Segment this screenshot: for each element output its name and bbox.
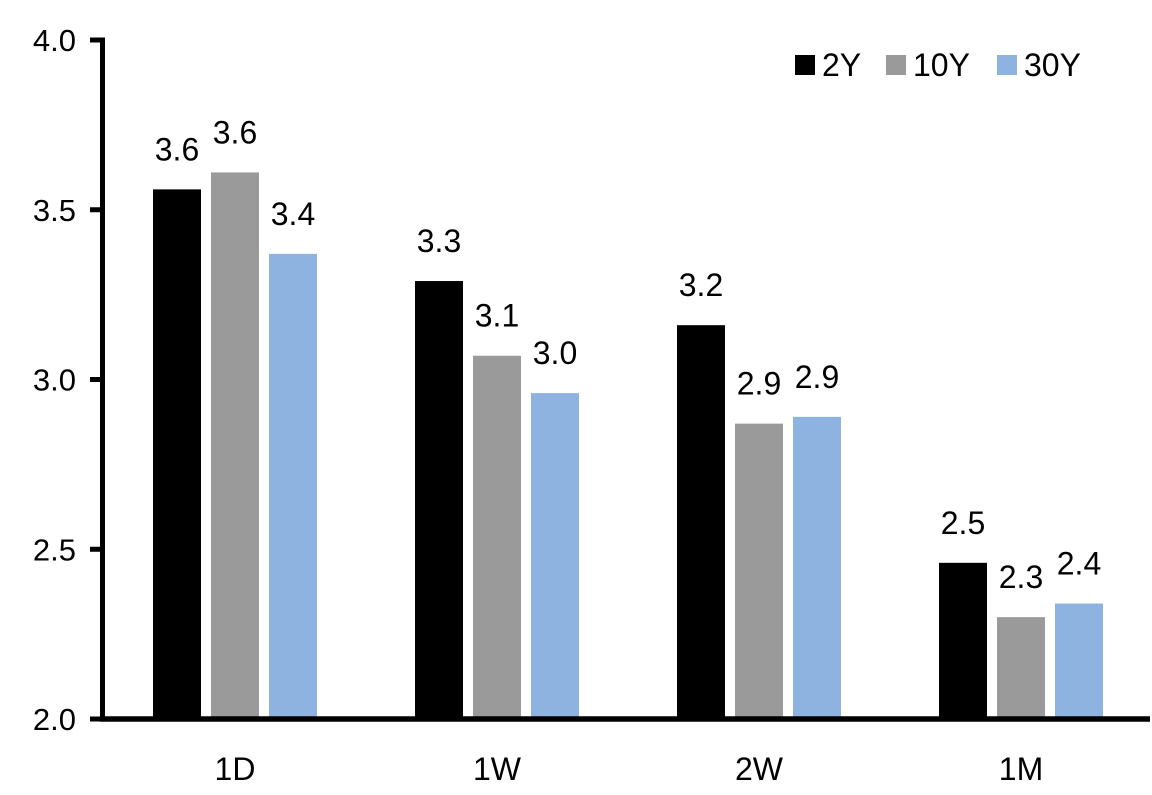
bar-value-label-2y-1w: 3.3: [417, 223, 461, 259]
legend-label-2y: 2Y: [822, 47, 861, 83]
x-category-label-2w: 2W: [735, 751, 784, 787]
bar-30y-1w: [531, 393, 579, 719]
bar-value-label-30y-1w: 3.0: [533, 335, 577, 371]
bar-2y-1w: [415, 281, 463, 719]
legend-label-30y: 30Y: [1024, 47, 1081, 83]
y-axis-tick-label: 3.5: [33, 193, 76, 228]
bar-30y-1d: [269, 253, 317, 719]
bar-value-label-10y-1w: 3.1: [475, 298, 519, 334]
legend-swatch-10y-icon: [886, 55, 906, 75]
bar-2y-2w: [677, 325, 725, 719]
bar-value-label-10y-1d: 3.6: [213, 114, 257, 150]
legend-swatch-30y-icon: [997, 55, 1017, 75]
bar-value-label-2y-1m: 2.5: [941, 505, 985, 541]
bar-2y-1d: [153, 189, 201, 719]
legend-swatch-2y-icon: [795, 55, 815, 75]
legend-label-10y: 10Y: [913, 47, 970, 83]
bar-30y-1m: [1055, 603, 1103, 719]
x-category-label-1m: 1M: [999, 751, 1043, 787]
x-category-label-1w: 1W: [473, 751, 522, 787]
bar-value-label-30y-2w: 2.9: [795, 359, 839, 395]
bar-10y-1d: [211, 172, 259, 719]
y-axis-tick-label: 3.0: [33, 363, 76, 398]
bar-10y-1w: [473, 355, 521, 719]
y-axis-tick-label: 4.0: [33, 23, 76, 58]
bar-value-label-2y-2w: 3.2: [679, 267, 723, 303]
bar-value-label-2y-1d: 3.6: [155, 131, 199, 167]
bar-value-label-30y-1m: 2.4: [1057, 546, 1101, 582]
bar-2y-1m: [939, 562, 987, 719]
y-axis-tick-label: 2.0: [33, 702, 76, 737]
x-category-label-1d: 1D: [215, 751, 256, 787]
bar-value-label-10y-1m: 2.3: [999, 559, 1043, 595]
y-axis-tick-label: 2.5: [33, 532, 76, 567]
bar-10y-1m: [997, 617, 1045, 719]
bar-value-label-30y-1d: 3.4: [271, 196, 315, 232]
bar-value-label-10y-2w: 2.9: [737, 366, 781, 402]
bar-10y-2w: [735, 423, 783, 719]
bar-30y-2w: [793, 416, 841, 719]
